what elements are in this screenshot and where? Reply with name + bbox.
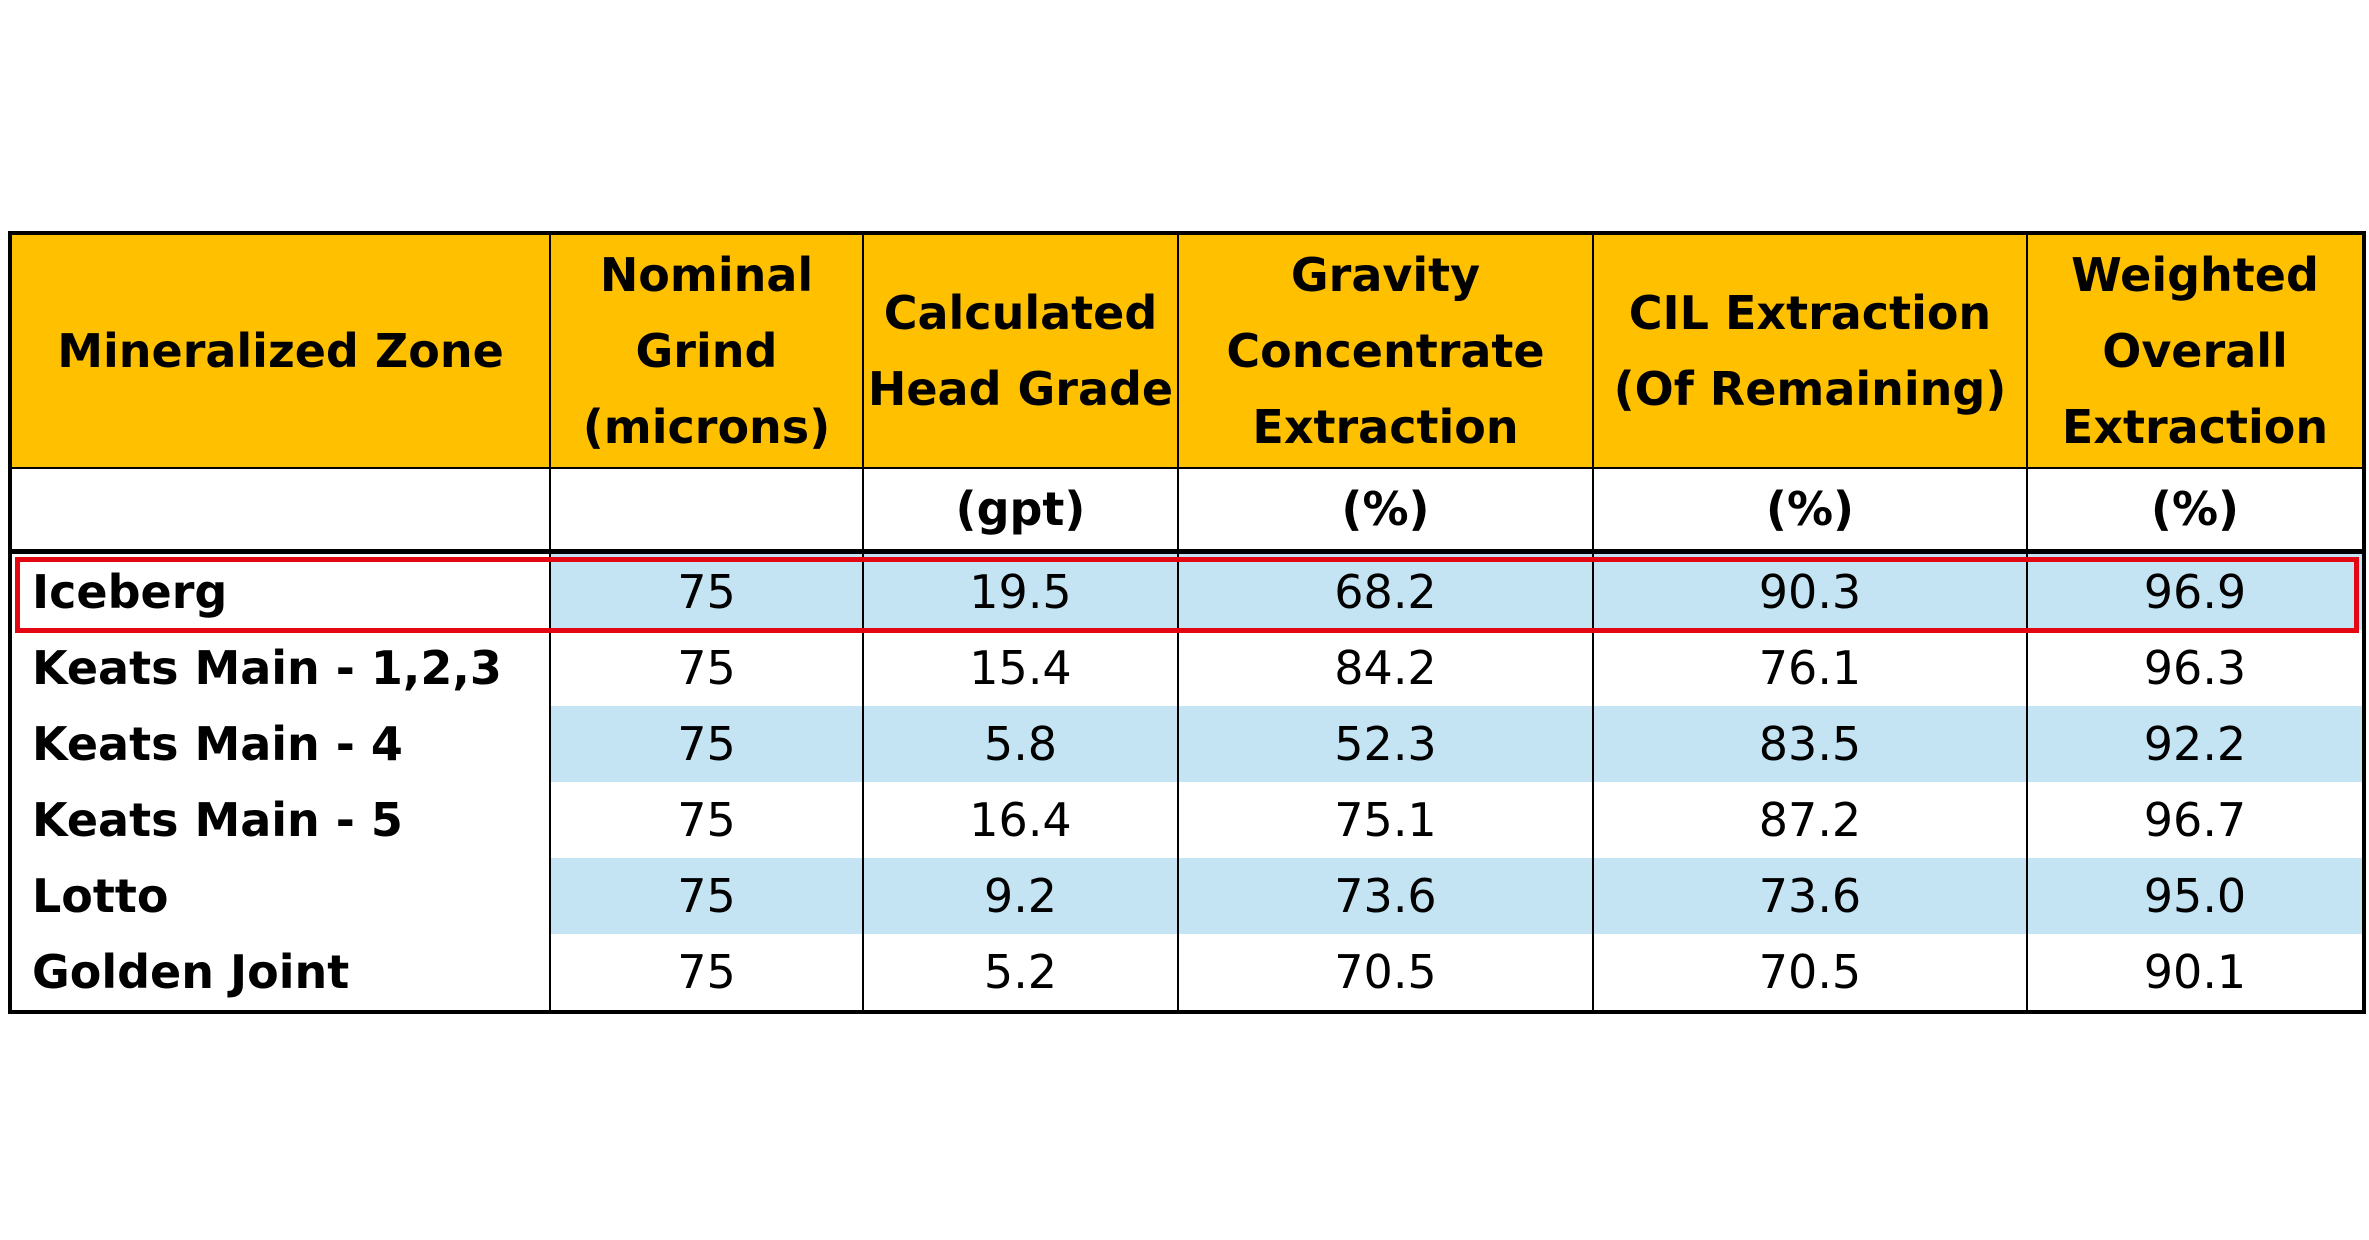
header-cell: Mineralized Zone: [9, 233, 551, 469]
header-text: Concentrate: [1226, 324, 1545, 378]
header-cell: Weighted Overall Extraction: [2026, 233, 2365, 469]
unit-cell: [549, 468, 864, 554]
value-cell: 70.5: [1592, 934, 2028, 1012]
value-cell: 75: [549, 934, 864, 1012]
value-cell: 73.6: [1592, 858, 2028, 934]
value-cell: 95.0: [2026, 858, 2365, 934]
value-cell: 70.5: [1177, 934, 1594, 1012]
value-cell: 5.8: [862, 706, 1179, 782]
header-text: Calculated: [883, 286, 1158, 340]
header-text: (Of Remaining): [1613, 362, 2007, 416]
value-cell: 83.5: [1592, 706, 2028, 782]
header-text: Head Grade: [867, 362, 1174, 416]
value-cell: 75: [549, 630, 864, 706]
value-cell: 96.9: [2026, 551, 2365, 630]
zone-name: Lotto: [9, 858, 551, 934]
units-row: (gpt) (%) (%) (%): [9, 468, 2365, 554]
value-cell: 9.2: [862, 858, 1179, 934]
unit-cell: (gpt): [862, 468, 1179, 554]
unit-cell: [9, 468, 551, 554]
header-text: CIL Extraction: [1628, 286, 1992, 340]
value-cell: 75: [549, 706, 864, 782]
value-cell: 52.3: [1177, 706, 1594, 782]
header-text: Overall: [2102, 324, 2288, 378]
header-text: Mineralized Zone: [57, 324, 504, 378]
unit-cell: (%): [2026, 468, 2365, 554]
value-cell: 5.2: [862, 934, 1179, 1012]
value-cell: 75: [549, 782, 864, 858]
header-text: Gravity: [1290, 248, 1481, 302]
data-row: Iceberg 75 19.5 68.2 90.3 96.9: [9, 551, 2365, 630]
value-cell: 19.5: [862, 551, 1179, 630]
extraction-table: Mineralized Zone Nominal Grind (microns) Cal…: [8, 231, 2366, 1014]
header-cell: Nominal Grind (microns): [549, 233, 864, 469]
zone-name: Keats Main - 1,2,3: [9, 630, 551, 706]
header-text: Grind: [635, 324, 778, 378]
value-cell: 84.2: [1177, 630, 1594, 706]
header-text: (microns): [582, 400, 831, 454]
data-row: Keats Main - 4 75 5.8 52.3 83.5 92.2: [9, 706, 2365, 782]
value-cell: 75: [549, 551, 864, 630]
data-row: Golden Joint 75 5.2 70.5 70.5 90.1: [9, 934, 2365, 1012]
header-cell: Gravity Concentrate Extraction: [1177, 233, 1594, 469]
value-cell: 73.6: [1177, 858, 1594, 934]
data-row: Keats Main - 5 75 16.4 75.1 87.2 96.7: [9, 782, 2365, 858]
value-cell: 90.1: [2026, 934, 2365, 1012]
unit-cell: (%): [1592, 468, 2028, 554]
value-cell: 90.3: [1592, 551, 2028, 630]
value-cell: 15.4: [862, 630, 1179, 706]
value-cell: 75: [549, 858, 864, 934]
zone-name: Iceberg: [9, 551, 551, 630]
header-text: Nominal: [599, 248, 814, 302]
header-text: Extraction: [1252, 400, 1519, 454]
value-cell: 68.2: [1177, 551, 1594, 630]
value-cell: 96.7: [2026, 782, 2365, 858]
header-text: Weighted: [2071, 248, 2319, 302]
header-cell: CIL Extraction (Of Remaining): [1592, 233, 2028, 469]
data-row: Keats Main - 1,2,3 75 15.4 84.2 76.1 96.3: [9, 630, 2365, 706]
zone-name: Keats Main - 5: [9, 782, 551, 858]
header-row: Mineralized Zone Nominal Grind (microns) Cal…: [9, 233, 2365, 469]
value-cell: 92.2: [2026, 706, 2365, 782]
header-text: Extraction: [2061, 400, 2329, 454]
header-cell: Calculated Head Grade: [862, 233, 1179, 469]
value-cell: 75.1: [1177, 782, 1594, 858]
unit-cell: (%): [1177, 468, 1594, 554]
zone-name: Golden Joint: [9, 934, 551, 1012]
value-cell: 76.1: [1592, 630, 2028, 706]
value-cell: 87.2: [1592, 782, 2028, 858]
data-row: Lotto 75 9.2 73.6 73.6 95.0: [9, 858, 2365, 934]
zone-name: Keats Main - 4: [9, 706, 551, 782]
value-cell: 96.3: [2026, 630, 2365, 706]
value-cell: 16.4: [862, 782, 1179, 858]
